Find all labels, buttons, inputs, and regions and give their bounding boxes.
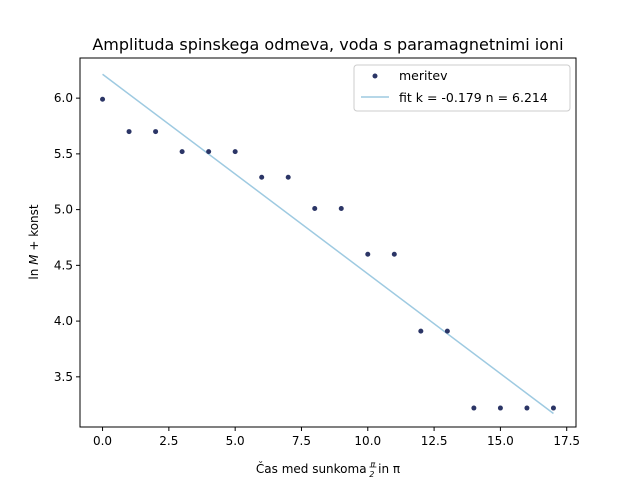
data-point — [418, 328, 424, 334]
y-axis-label-prefix: ln — [27, 265, 41, 280]
fit-line — [102, 73, 554, 415]
data-point — [550, 405, 556, 411]
x-tick-label: 5.0 — [226, 434, 245, 448]
y-axis-label: ln M + konst — [27, 204, 41, 280]
x-axis-label-fraction-denominator: 2 — [369, 470, 374, 479]
x-tick-label: 0.0 — [93, 434, 112, 448]
y-tick-label: 6.0 — [54, 91, 73, 105]
x-tick-label: 17.5 — [553, 434, 580, 448]
data-point — [126, 129, 132, 135]
x-tick-label: 2.5 — [159, 434, 178, 448]
legend: meritev fit k = -0.179 n = 6.214 — [353, 64, 571, 112]
legend-marker-meritev — [372, 73, 378, 79]
data-point — [100, 96, 106, 102]
data-point — [471, 405, 477, 411]
data-point — [365, 251, 371, 257]
x-axis-label-fraction-numerator: π — [370, 460, 375, 469]
data-point — [285, 174, 291, 180]
x-axis-label-prefix: Čas med sunkoma — [256, 461, 371, 476]
y-axis: 3.5 4.0 4.5 5.0 5.5 6.0 — [54, 91, 80, 384]
y-tick-label: 5.5 — [54, 147, 73, 161]
y-axis-label-var: M — [27, 254, 41, 265]
data-point — [206, 149, 212, 155]
data-point — [391, 251, 397, 257]
data-point — [259, 174, 265, 180]
legend-box — [353, 64, 571, 112]
x-axis: 0.0 2.5 5.0 7.5 10.0 12.5 15.0 17.5 — [93, 427, 580, 448]
x-axis-label-suffix: in π — [374, 462, 400, 476]
fit-line-layer — [102, 73, 554, 415]
data-point — [524, 405, 530, 411]
plot-area — [79, 57, 577, 428]
data-point — [179, 149, 185, 155]
data-point — [232, 149, 238, 155]
data-point — [338, 205, 344, 211]
data-point — [153, 129, 159, 135]
x-tick-label: 10.0 — [354, 434, 381, 448]
y-tick-label: 4.5 — [54, 258, 73, 272]
legend-label-fit: fit k = -0.179 n = 6.214 — [399, 90, 548, 105]
y-axis-label-suffix: + konst — [27, 204, 41, 254]
y-tick-label: 4.0 — [54, 314, 73, 328]
data-point — [497, 405, 503, 411]
x-tick-label: 7.5 — [292, 434, 311, 448]
data-point — [444, 328, 450, 334]
y-tick-label: 5.0 — [54, 203, 73, 217]
x-tick-label: 12.5 — [421, 434, 448, 448]
y-tick-label: 3.5 — [54, 370, 73, 384]
data-point — [312, 205, 318, 211]
plot-border — [79, 57, 577, 428]
data-points-layer — [100, 96, 556, 411]
x-tick-label: 15.0 — [487, 434, 514, 448]
legend-label-meritev: meritev — [399, 68, 448, 83]
chart-title: Amplituda spinskega odmeva, voda s param… — [92, 35, 563, 54]
